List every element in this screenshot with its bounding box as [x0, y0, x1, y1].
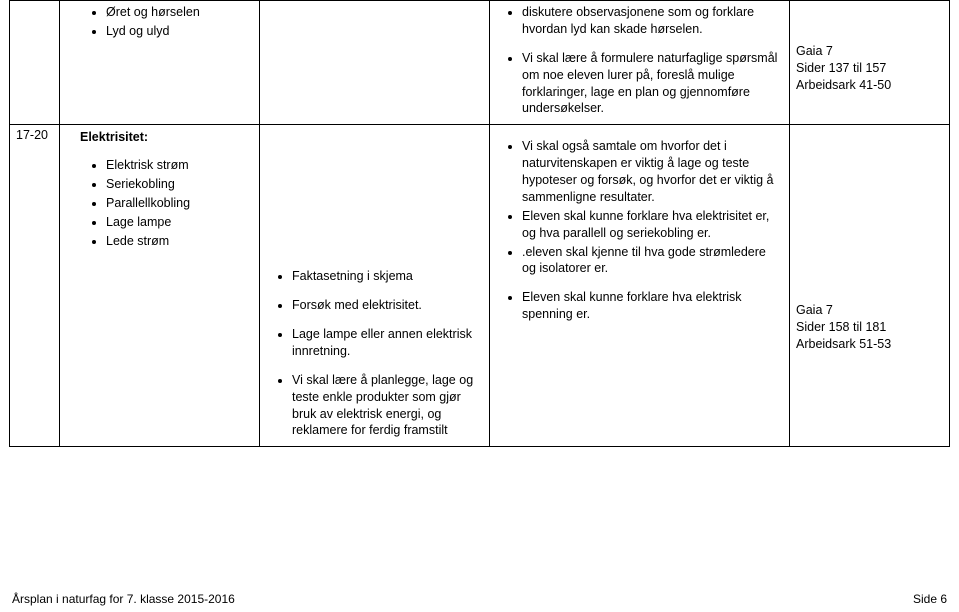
topic-cell: Elektrisitet: Elektrisk strøm Seriekobli… [60, 125, 260, 447]
footer-right: Side 6 [913, 592, 947, 606]
list-item: .eleven skal kjenne til hva gode strømle… [522, 243, 783, 279]
topic-list: Elektrisk strøm Seriekobling Parallellko… [66, 156, 253, 250]
goals-cell: Vi skal også samtale om hvorfor det i na… [490, 125, 790, 447]
resource-line: Arbeidsark 51-53 [796, 336, 943, 353]
curriculum-table: Øret og hørselen Lyd og ulyd diskutere o… [9, 0, 950, 447]
resources-cell: Gaia 7 Sider 137 til 157 Arbeidsark 41-5… [790, 1, 950, 125]
list-item: Parallellkobling [106, 194, 253, 213]
topic-title: Elektrisitet: [66, 129, 253, 146]
week-cell: 17-20 [10, 125, 60, 447]
list-item: Forsøk med elektrisitet. [292, 296, 483, 315]
list-item: Vi skal lære å planlegge, lage og teste … [292, 371, 483, 441]
resources-cell: Gaia 7 Sider 158 til 181 Arbeidsark 51-5… [790, 125, 950, 447]
topic-list: Øret og hørselen Lyd og ulyd [66, 3, 253, 41]
list-item: Vi skal lære å formulere naturfaglige sp… [522, 49, 783, 119]
resource-line: Sider 137 til 157 [796, 60, 943, 77]
table-row: Øret og hørselen Lyd og ulyd diskutere o… [10, 1, 950, 125]
resource-line: Arbeidsark 41-50 [796, 77, 943, 94]
list-item: Elektrisk strøm [106, 156, 253, 175]
list-item: Lage lampe [106, 213, 253, 232]
list-item: Vi skal også samtale om hvorfor det i na… [522, 137, 783, 207]
list-item: Lede strøm [106, 232, 253, 251]
goals-list: Vi skal også samtale om hvorfor det i na… [496, 137, 783, 324]
list-item: Eleven skal kunne forklare hva elektrisi… [522, 207, 783, 243]
list-item: Lyd og ulyd [106, 22, 253, 41]
activities-list: Faktasetning i skjema Forsøk med elektri… [266, 267, 483, 440]
activities-cell [260, 1, 490, 125]
list-item: Faktasetning i skjema [292, 267, 483, 286]
list-item: diskutere observasjonene som og forklare… [522, 3, 783, 39]
week-cell [10, 1, 60, 125]
activities-cell: Faktasetning i skjema Forsøk med elektri… [260, 125, 490, 447]
resource-line: Gaia 7 [796, 43, 943, 60]
footer-left: Årsplan i naturfag for 7. klasse 2015-20… [12, 592, 235, 606]
goals-cell: diskutere observasjonene som og forklare… [490, 1, 790, 125]
list-item: Øret og hørselen [106, 3, 253, 22]
goals-list: diskutere observasjonene som og forklare… [496, 3, 783, 118]
list-item: Eleven skal kunne forklare hva elektrisk… [522, 288, 783, 324]
topic-cell: Øret og hørselen Lyd og ulyd [60, 1, 260, 125]
list-item: Seriekobling [106, 175, 253, 194]
table-row: 17-20 Elektrisitet: Elektrisk strøm Seri… [10, 125, 950, 447]
list-item: Lage lampe eller annen elektrisk innretn… [292, 325, 483, 361]
resource-line: Gaia 7 [796, 302, 943, 319]
page-footer: Årsplan i naturfag for 7. klasse 2015-20… [12, 592, 947, 606]
resource-line: Sider 158 til 181 [796, 319, 943, 336]
